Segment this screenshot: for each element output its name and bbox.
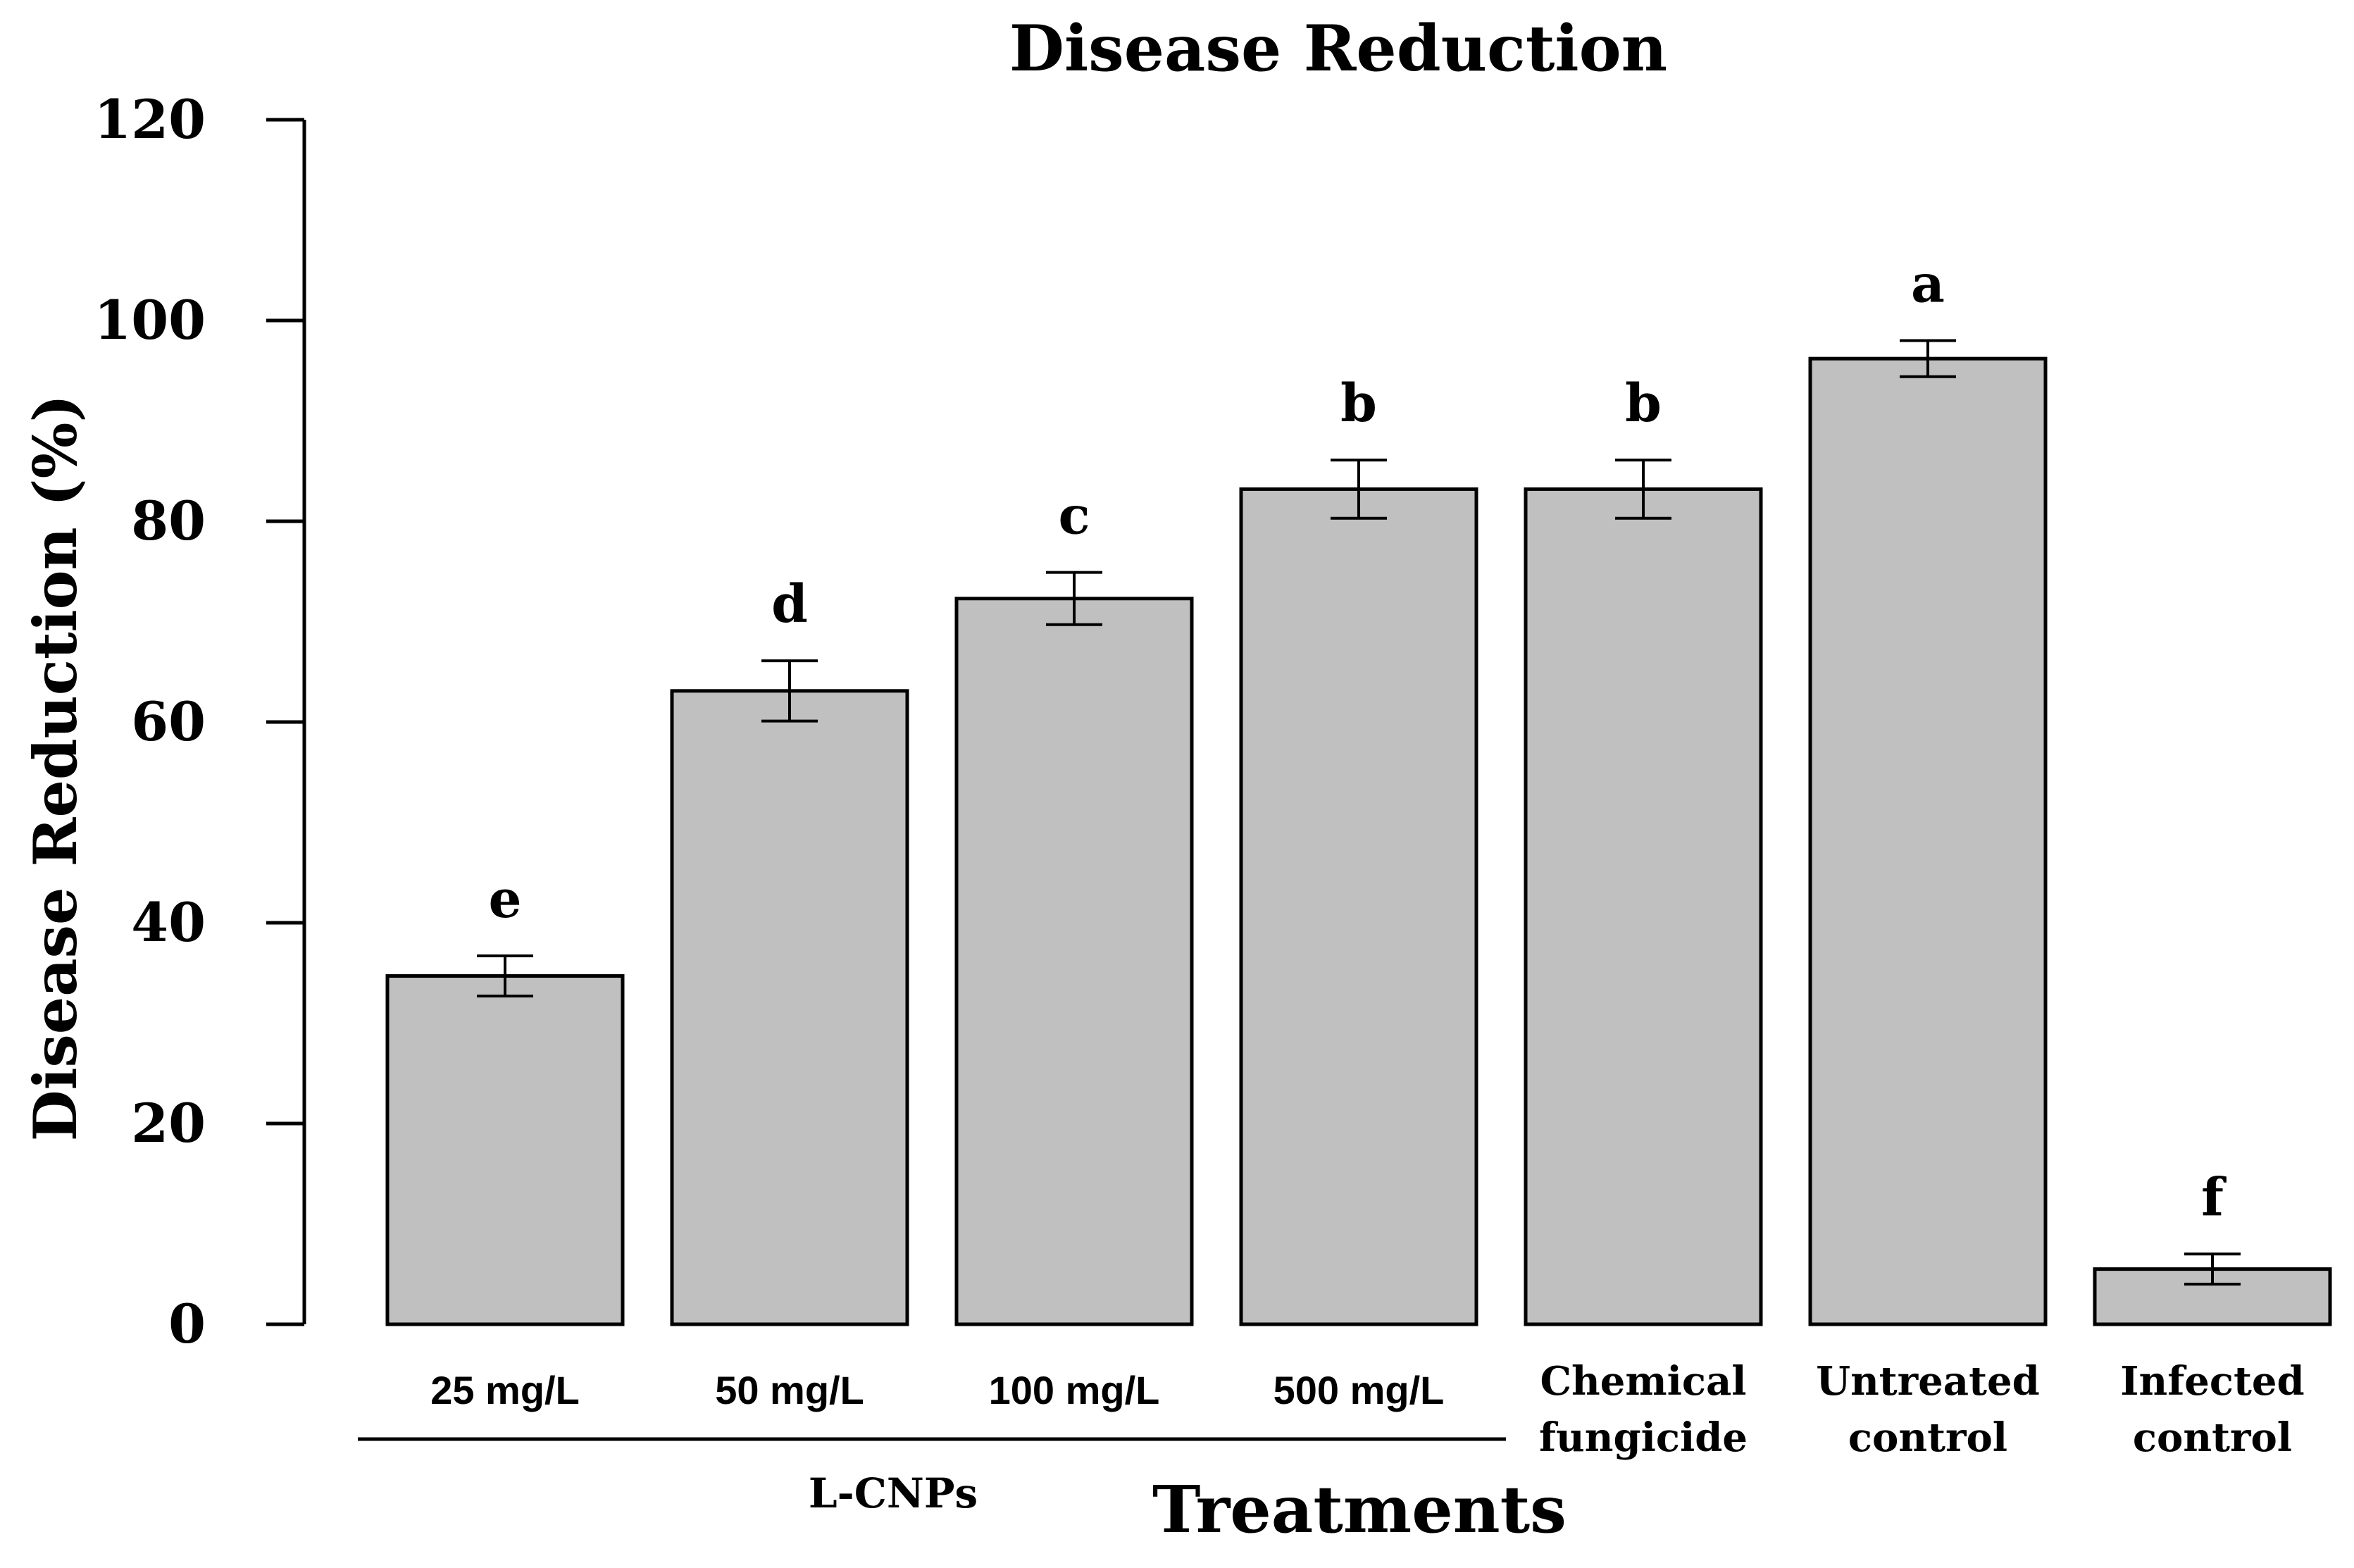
l-cnps-group: L-CNPs xyxy=(358,1437,1506,1517)
bar xyxy=(1808,356,2048,1326)
y-tick-label: 60 xyxy=(131,690,206,753)
bar xyxy=(670,689,909,1326)
bar xyxy=(1524,487,1763,1326)
y-tick-label: 100 xyxy=(94,289,206,351)
axes: 0 20 40 60 80 100 120 xyxy=(94,88,306,1355)
x-axis-label: Treatments xyxy=(1152,1471,1567,1548)
error-bar xyxy=(761,659,818,723)
chart-title: Disease Reduction xyxy=(1009,11,1667,86)
y-tick-label: 120 xyxy=(94,88,206,151)
significance-letter: c xyxy=(1058,486,1090,547)
error-bar xyxy=(1331,459,1387,520)
x-tick-label: 500 mg/L xyxy=(1273,1368,1445,1412)
x-tick-label: Infected xyxy=(2120,1358,2304,1405)
y-tick-label: 40 xyxy=(131,891,206,954)
y-tick-label: 0 xyxy=(168,1293,206,1355)
significance-letter: b xyxy=(1625,373,1662,434)
significance-letter: d xyxy=(771,574,808,635)
significance-letter: a xyxy=(1911,254,1945,315)
x-tick-label: 50 mg/L xyxy=(715,1368,864,1412)
error-bar xyxy=(1046,571,1102,626)
significance-letters: e d c b b a f xyxy=(488,254,2227,1228)
y-tick-label: 20 xyxy=(131,1092,206,1155)
x-tick-label: Untreated xyxy=(1816,1358,2040,1405)
significance-letter: f xyxy=(2201,1167,2227,1228)
bars xyxy=(385,356,2332,1326)
bar xyxy=(954,597,1194,1326)
x-tick-label: 25 mg/L xyxy=(430,1368,580,1412)
significance-letter: e xyxy=(488,869,521,930)
bar xyxy=(385,974,625,1326)
error-bar xyxy=(1900,339,1956,378)
x-tick-label: control xyxy=(1848,1414,2007,1461)
error-bars xyxy=(477,339,2241,1286)
error-bar xyxy=(477,954,533,998)
x-tick-label: control xyxy=(2133,1414,2292,1461)
significance-letter: b xyxy=(1340,373,1377,434)
x-tick-label: Chemical xyxy=(1540,1358,1746,1405)
y-axis-label: Disease Reduction (%) xyxy=(20,394,90,1141)
x-tick-labels: 25 mg/L 50 mg/L 100 mg/L 500 mg/L Chemical fu… xyxy=(430,1358,2305,1461)
error-bar xyxy=(2184,1252,2241,1286)
bar xyxy=(1239,487,1478,1326)
y-tick-label: 80 xyxy=(131,490,206,552)
error-bar xyxy=(1615,459,1671,520)
x-tick-label: fungicide xyxy=(1539,1414,1748,1461)
group-label: L-CNPs xyxy=(809,1469,978,1517)
x-tick-label: 100 mg/L xyxy=(989,1368,1160,1412)
